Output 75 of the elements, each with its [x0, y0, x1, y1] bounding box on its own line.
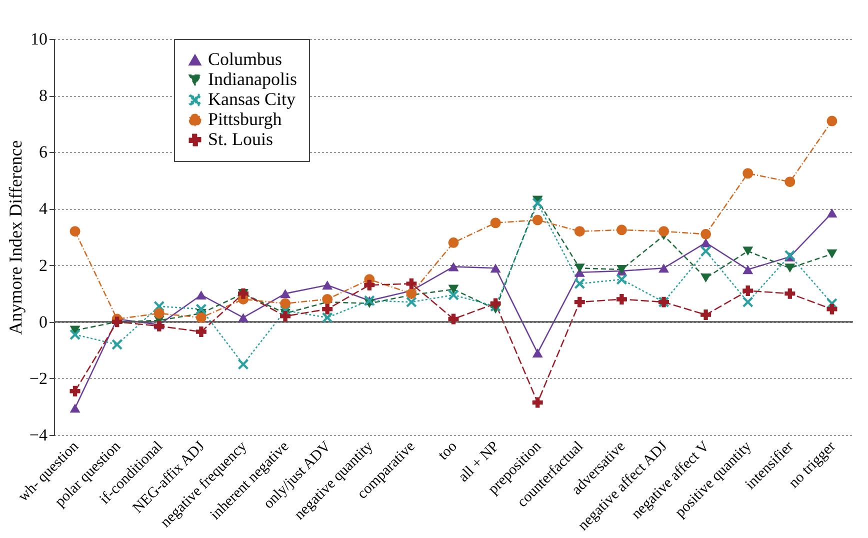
legend-label: St. Louis: [208, 129, 274, 149]
y-axis-title: Anymore Index Difference: [5, 140, 26, 335]
legend-label: Columbus: [208, 49, 282, 69]
point: [406, 296, 417, 308]
point: [70, 329, 80, 340]
point: [238, 359, 248, 370]
point: [280, 298, 291, 309]
point: [532, 214, 543, 226]
point: [742, 168, 754, 179]
point: [196, 312, 206, 323]
legend-label: Kansas City: [208, 89, 296, 109]
point: [658, 226, 670, 237]
point: [112, 339, 122, 350]
point: [448, 237, 459, 248]
point: [700, 238, 712, 248]
point: [532, 348, 543, 358]
legend-label: Pittsburgh: [208, 109, 282, 129]
point: [616, 224, 627, 236]
point: [322, 294, 333, 304]
point: [574, 264, 585, 273]
y-tick-label: 10: [30, 30, 48, 48]
point: [700, 246, 712, 256]
y-tick-label: 0: [39, 312, 48, 332]
point: [322, 304, 333, 314]
point: [700, 310, 712, 320]
point: [574, 226, 585, 237]
point: [196, 290, 206, 300]
y-tick-label: 6: [39, 142, 48, 162]
point: [784, 264, 796, 273]
point: [406, 278, 417, 289]
point: [280, 289, 291, 298]
point: [532, 397, 543, 408]
point: [700, 228, 712, 240]
point: [616, 274, 627, 285]
point: [322, 312, 333, 323]
y-tick-label: 8: [39, 86, 48, 106]
point: [448, 262, 459, 272]
point: [574, 296, 585, 308]
point: [448, 314, 459, 324]
point: [700, 273, 712, 283]
point: [826, 208, 838, 218]
point: [742, 246, 754, 256]
y-tick-label: −4: [29, 426, 48, 444]
y-tick-label: 2: [39, 256, 48, 275]
point: [196, 304, 206, 314]
point: [70, 404, 80, 413]
point: [616, 294, 627, 304]
y-tick-label: −2: [29, 368, 48, 388]
point: [532, 198, 543, 208]
point: [742, 264, 754, 274]
point: [742, 296, 754, 308]
point: [784, 288, 796, 299]
point: [364, 280, 375, 290]
point: [490, 218, 501, 228]
point: [784, 176, 796, 188]
point: [826, 304, 838, 314]
point: [826, 116, 838, 126]
legend-label: Indianapolis: [208, 69, 297, 89]
point: [196, 326, 206, 337]
point: [238, 313, 248, 322]
point: [658, 264, 670, 273]
point: [574, 278, 585, 289]
point: [154, 308, 164, 319]
point: [490, 264, 501, 273]
point: [826, 249, 838, 259]
point: [490, 298, 501, 309]
point: [448, 290, 459, 300]
point: [742, 286, 754, 296]
point: [448, 284, 459, 294]
y-tick-label: 4: [39, 199, 48, 218]
x-tick-label: too: [435, 438, 460, 464]
point: [70, 226, 80, 237]
point: [70, 386, 80, 396]
point: [322, 280, 333, 290]
point: [280, 310, 291, 322]
